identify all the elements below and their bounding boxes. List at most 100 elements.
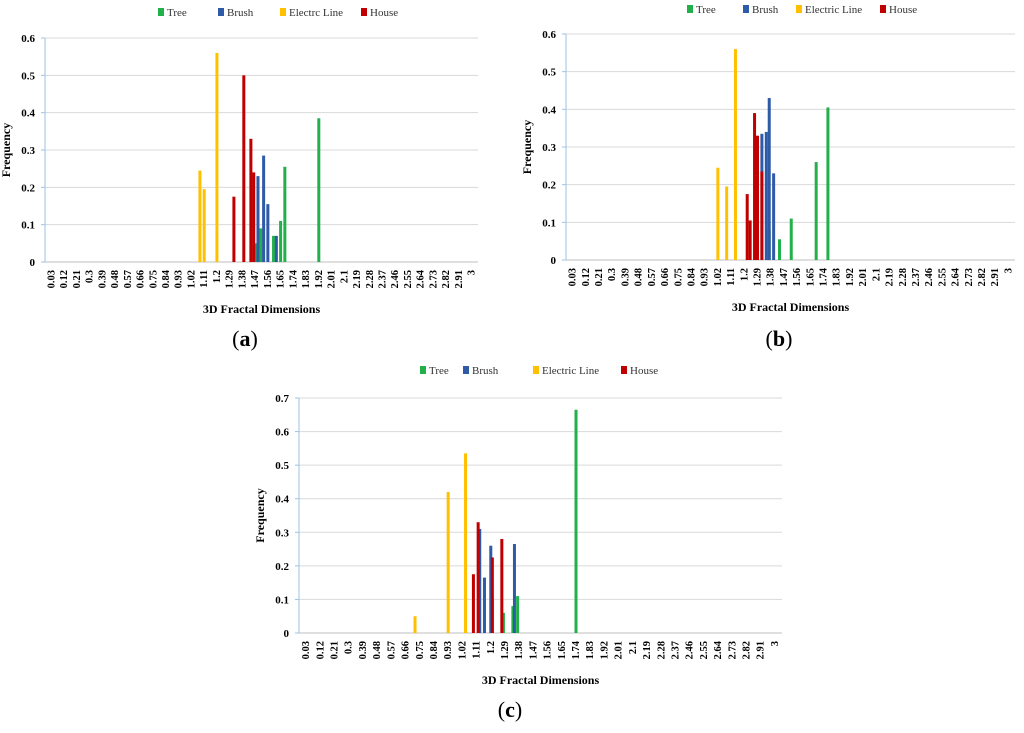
chart-c-x-tick-label: 2.37 <box>670 641 681 659</box>
chart-c-x-tick-label: 2.01 <box>614 641 625 659</box>
chart-c-y-tick-label: 0.4 <box>275 494 289 506</box>
chart-b-x-tick-label: 0.12 <box>581 268 592 286</box>
chart-c-y-tick-label: 0.7 <box>275 393 289 405</box>
chart-c-bar-tree <box>511 606 515 633</box>
chart-a-bar-electric-line <box>215 52 219 262</box>
chart-b-y-tick-label: 0.5 <box>542 67 556 79</box>
chart-a-x-tick-label: 2.1 <box>339 270 350 283</box>
chart-c-x-tick-label: 1.11 <box>472 641 483 659</box>
chart-a-x-tick-label: 1.29 <box>225 270 236 288</box>
chart-a-y-tick-label: 0.4 <box>21 108 35 120</box>
chart-b-x-tick-label: 2.1 <box>871 268 882 281</box>
chart-a-bar-electric-line <box>202 189 206 262</box>
chart-c-bar-brush <box>489 545 493 633</box>
chart-b-bar-tree <box>826 107 830 260</box>
chart-a-x-tick-label: 1.47 <box>250 270 261 288</box>
chart-b-bar-brush <box>767 98 771 261</box>
chart-c-legend-label: Electric Line <box>542 365 599 377</box>
chart-c-x-tick-label: 2.82 <box>741 641 752 659</box>
chart-b-x-tick-label: 1.38 <box>766 268 777 286</box>
chart-b-bar-tree <box>789 218 793 260</box>
chart-a-x-tick-label: 0.66 <box>136 270 147 288</box>
chart-c-x-tick-label: 1.83 <box>585 641 596 659</box>
chart-c-x-tick-label: 1.74 <box>571 640 582 659</box>
chart-c-bar-electric-line <box>464 453 468 633</box>
chart-b-x-tick-label: 0.48 <box>634 268 645 286</box>
chart-a-svg: Tree Brush Electrc Line House 0 0.1 0.2 0.3 0.4 0… <box>0 7 478 316</box>
chart-a-legend-label: Brush <box>227 7 254 19</box>
chart-a-x-tick-label: 3 <box>467 270 478 275</box>
chart-c-x-tick-label: 1.56 <box>543 641 554 659</box>
chart-a-bar-tree <box>279 220 283 262</box>
chart-b-bar-brush <box>772 173 776 260</box>
chart-panel-a: Tree Brush Electrc Line House 0 0.1 0.2 0.3 0.4 0… <box>0 0 500 360</box>
chart-c-x-tick-label: 2.28 <box>656 641 667 659</box>
chart-c-x-tick-label: 0.93 <box>443 641 454 659</box>
chart-b-x-tick-label: 0.93 <box>700 268 711 286</box>
chart-b-x-tick-label: 2.37 <box>911 268 922 286</box>
chart-a-y-tick-label: 0 <box>30 257 36 269</box>
panel-label-b: (b) <box>765 326 793 351</box>
chart-c-x-tick-label: 0.03 <box>301 641 312 659</box>
chart-b-x-tick-label: 1.92 <box>845 268 856 286</box>
chart-b-x-tick-label: 0.57 <box>647 268 658 286</box>
chart-b-y-tick-label: 0.2 <box>542 180 556 192</box>
chart-b-y-tick-label: 0.4 <box>542 104 556 116</box>
chart-b-bar-tree <box>777 239 781 260</box>
chart-b-y-tick-label: 0 <box>551 255 557 267</box>
chart-a-bar-electric-line <box>198 170 202 262</box>
chart-a-bar-house <box>242 75 246 262</box>
chart-c-y-tick-label: 0.2 <box>275 561 289 573</box>
chart-b-bar-electric-line <box>733 49 737 260</box>
chart-c-x-tick-label: 0.39 <box>358 641 369 659</box>
chart-b-x-tick-label: 0.66 <box>660 268 671 286</box>
chart-b-bar-house <box>745 194 749 260</box>
panel-label-c: (c) <box>497 697 523 722</box>
chart-c-legend-swatch <box>463 366 469 374</box>
chart-c-legend-label: Tree <box>429 365 449 377</box>
chart-c-x-tick-label: 0.3 <box>344 641 355 654</box>
chart-b-x-tick-label: 3 <box>1003 268 1014 273</box>
chart-b-x-tick-label: 1.47 <box>779 268 790 286</box>
chart-a-x-tick-label: 0.21 <box>72 270 83 288</box>
chart-b-x-tick-label: 2.01 <box>858 268 869 286</box>
chart-b-x-tick-label: 1.02 <box>713 268 724 286</box>
chart-a-x-tick-label: 0.84 <box>161 269 172 288</box>
chart-c-x-tick-label: 2.46 <box>685 641 696 659</box>
chart-c-bar-house <box>476 522 480 633</box>
chart-b-y-tick-label: 0.6 <box>542 29 556 41</box>
chart-a-x-tick-label: 2.73 <box>428 270 439 288</box>
chart-a-legend-swatch <box>361 8 367 16</box>
chart-a-legend-swatch <box>218 8 224 16</box>
chart-a-y-tick-label: 0.3 <box>21 145 35 157</box>
chart-b-legend-swatch <box>687 5 693 13</box>
chart-b-bar-tree <box>814 162 818 260</box>
chart-c-legend-swatch <box>621 366 627 374</box>
chart-a-x-tick-label: 0.12 <box>59 270 70 288</box>
chart-c-y-axis-title: Frequency <box>253 488 267 542</box>
chart-b-bar-electric-line <box>716 167 720 260</box>
chart-b-bar-brush <box>764 131 768 260</box>
chart-b-bar-house <box>760 171 764 260</box>
chart-a-x-tick-label: 0.48 <box>110 270 121 288</box>
chart-b-x-tick-label: 0.3 <box>607 268 618 281</box>
chart-b-x-tick-label: 2.19 <box>885 268 896 286</box>
chart-a-x-tick-label: 1.38 <box>237 270 248 288</box>
chart-c-bar-electric-line <box>446 492 450 633</box>
chart-a-bar-tree <box>283 166 287 262</box>
chart-a-x-tick-label: 2.46 <box>390 270 401 288</box>
chart-b-bar-house <box>755 135 759 260</box>
chart-b-legend-label: House <box>889 4 917 16</box>
chart-b-legend-swatch <box>796 5 802 13</box>
chart-c-y-tick-label: 0.3 <box>275 527 289 539</box>
chart-a-x-tick-label: 2.55 <box>403 270 414 288</box>
chart-b-x-tick-label: 1.2 <box>739 268 750 281</box>
chart-b-x-axis-title: 3D Fractal Dimensions <box>732 300 850 314</box>
chart-b-y-tick-label: 0.1 <box>542 217 556 229</box>
chart-c-x-tick-label: 0.75 <box>415 641 426 659</box>
chart-a-legend-swatch <box>280 8 286 16</box>
chart-c-bar-house <box>471 574 475 633</box>
chart-b-x-tick-label: 0.03 <box>568 268 579 286</box>
chart-b-bar-electric-line <box>725 186 729 260</box>
chart-c-legend-label: Brush <box>472 365 499 377</box>
